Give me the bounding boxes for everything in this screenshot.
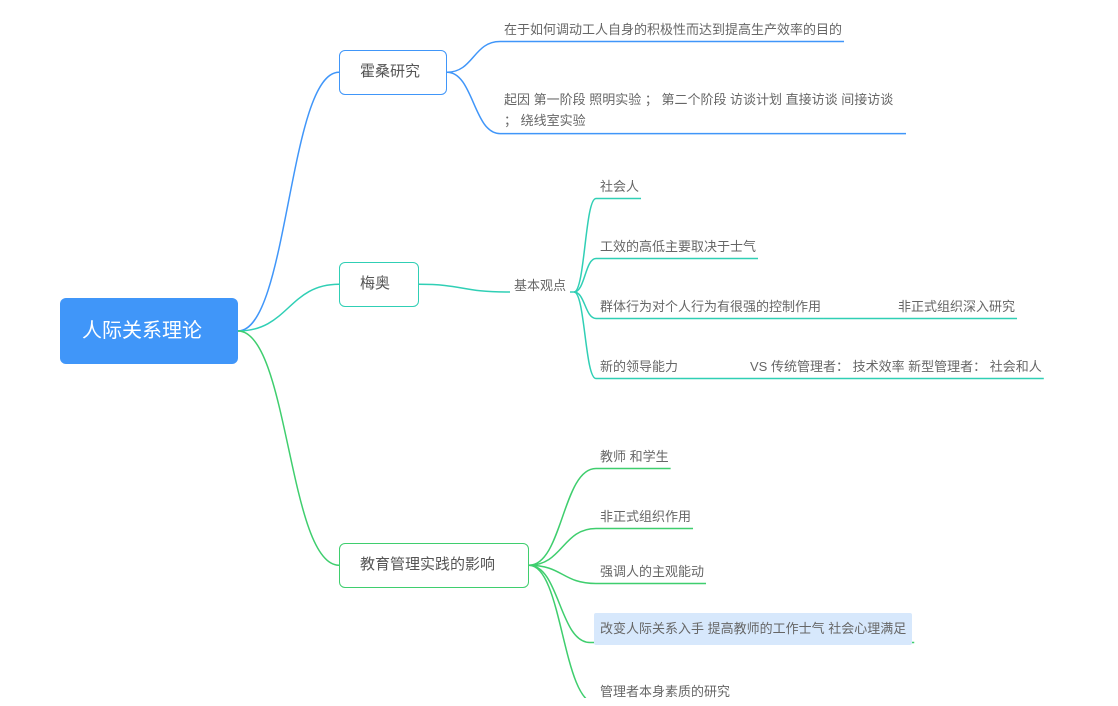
leaf-hawthorne-0[interactable]: 在于如何调动工人自身的积极性而达到提高生产效率的目的 xyxy=(504,16,842,44)
leaf-education-1[interactable]: 非正式组织作用 xyxy=(600,503,691,531)
branch-mayo[interactable]: 梅奥 xyxy=(339,262,419,307)
leaf-mayo-0[interactable]: 社会人 xyxy=(600,173,639,201)
leaf-mayo-1[interactable]: 工效的高低主要取决于士气 xyxy=(600,233,756,261)
branch-education[interactable]: 教育管理实践的影响 xyxy=(339,543,529,588)
branch-hawthorne[interactable]: 霍桑研究 xyxy=(339,50,447,95)
leaf-hawthorne-1[interactable]: 起因 第一阶段 照明实验 ； 第二个阶段 访谈计划 直接访谈 间接访谈 ； 绕线… xyxy=(504,86,904,136)
mindmap-canvas: 人际关系理论 霍桑研究 梅奥 教育管理实践的影响 基本观点 在于如何调动工人自身… xyxy=(0,0,1118,698)
leaf-education-0[interactable]: 教师 和学生 xyxy=(600,443,669,471)
leaf-mayo-3-extra[interactable]: VS 传统管理者： 技术效率 新型管理者： 社会和人 xyxy=(750,353,1042,381)
mid-label-basic-view: 基本观点 xyxy=(510,275,570,294)
leaf-mayo-2[interactable]: 群体行为对个人行为有很强的控制作用 xyxy=(600,293,821,321)
leaf-education-4[interactable]: 管理者本身素质的研究 xyxy=(600,678,730,706)
leaf-education-3[interactable]: 改变人际关系入手 提高教师的工作士气 社会心理满足 xyxy=(594,613,912,645)
leaf-mayo-2-extra[interactable]: 非正式组织深入研究 xyxy=(898,293,1015,321)
leaf-education-2[interactable]: 强调人的主观能动 xyxy=(600,558,704,586)
leaf-mayo-3[interactable]: 新的领导能力 xyxy=(600,353,678,381)
root-node[interactable]: 人际关系理论 xyxy=(60,298,238,364)
